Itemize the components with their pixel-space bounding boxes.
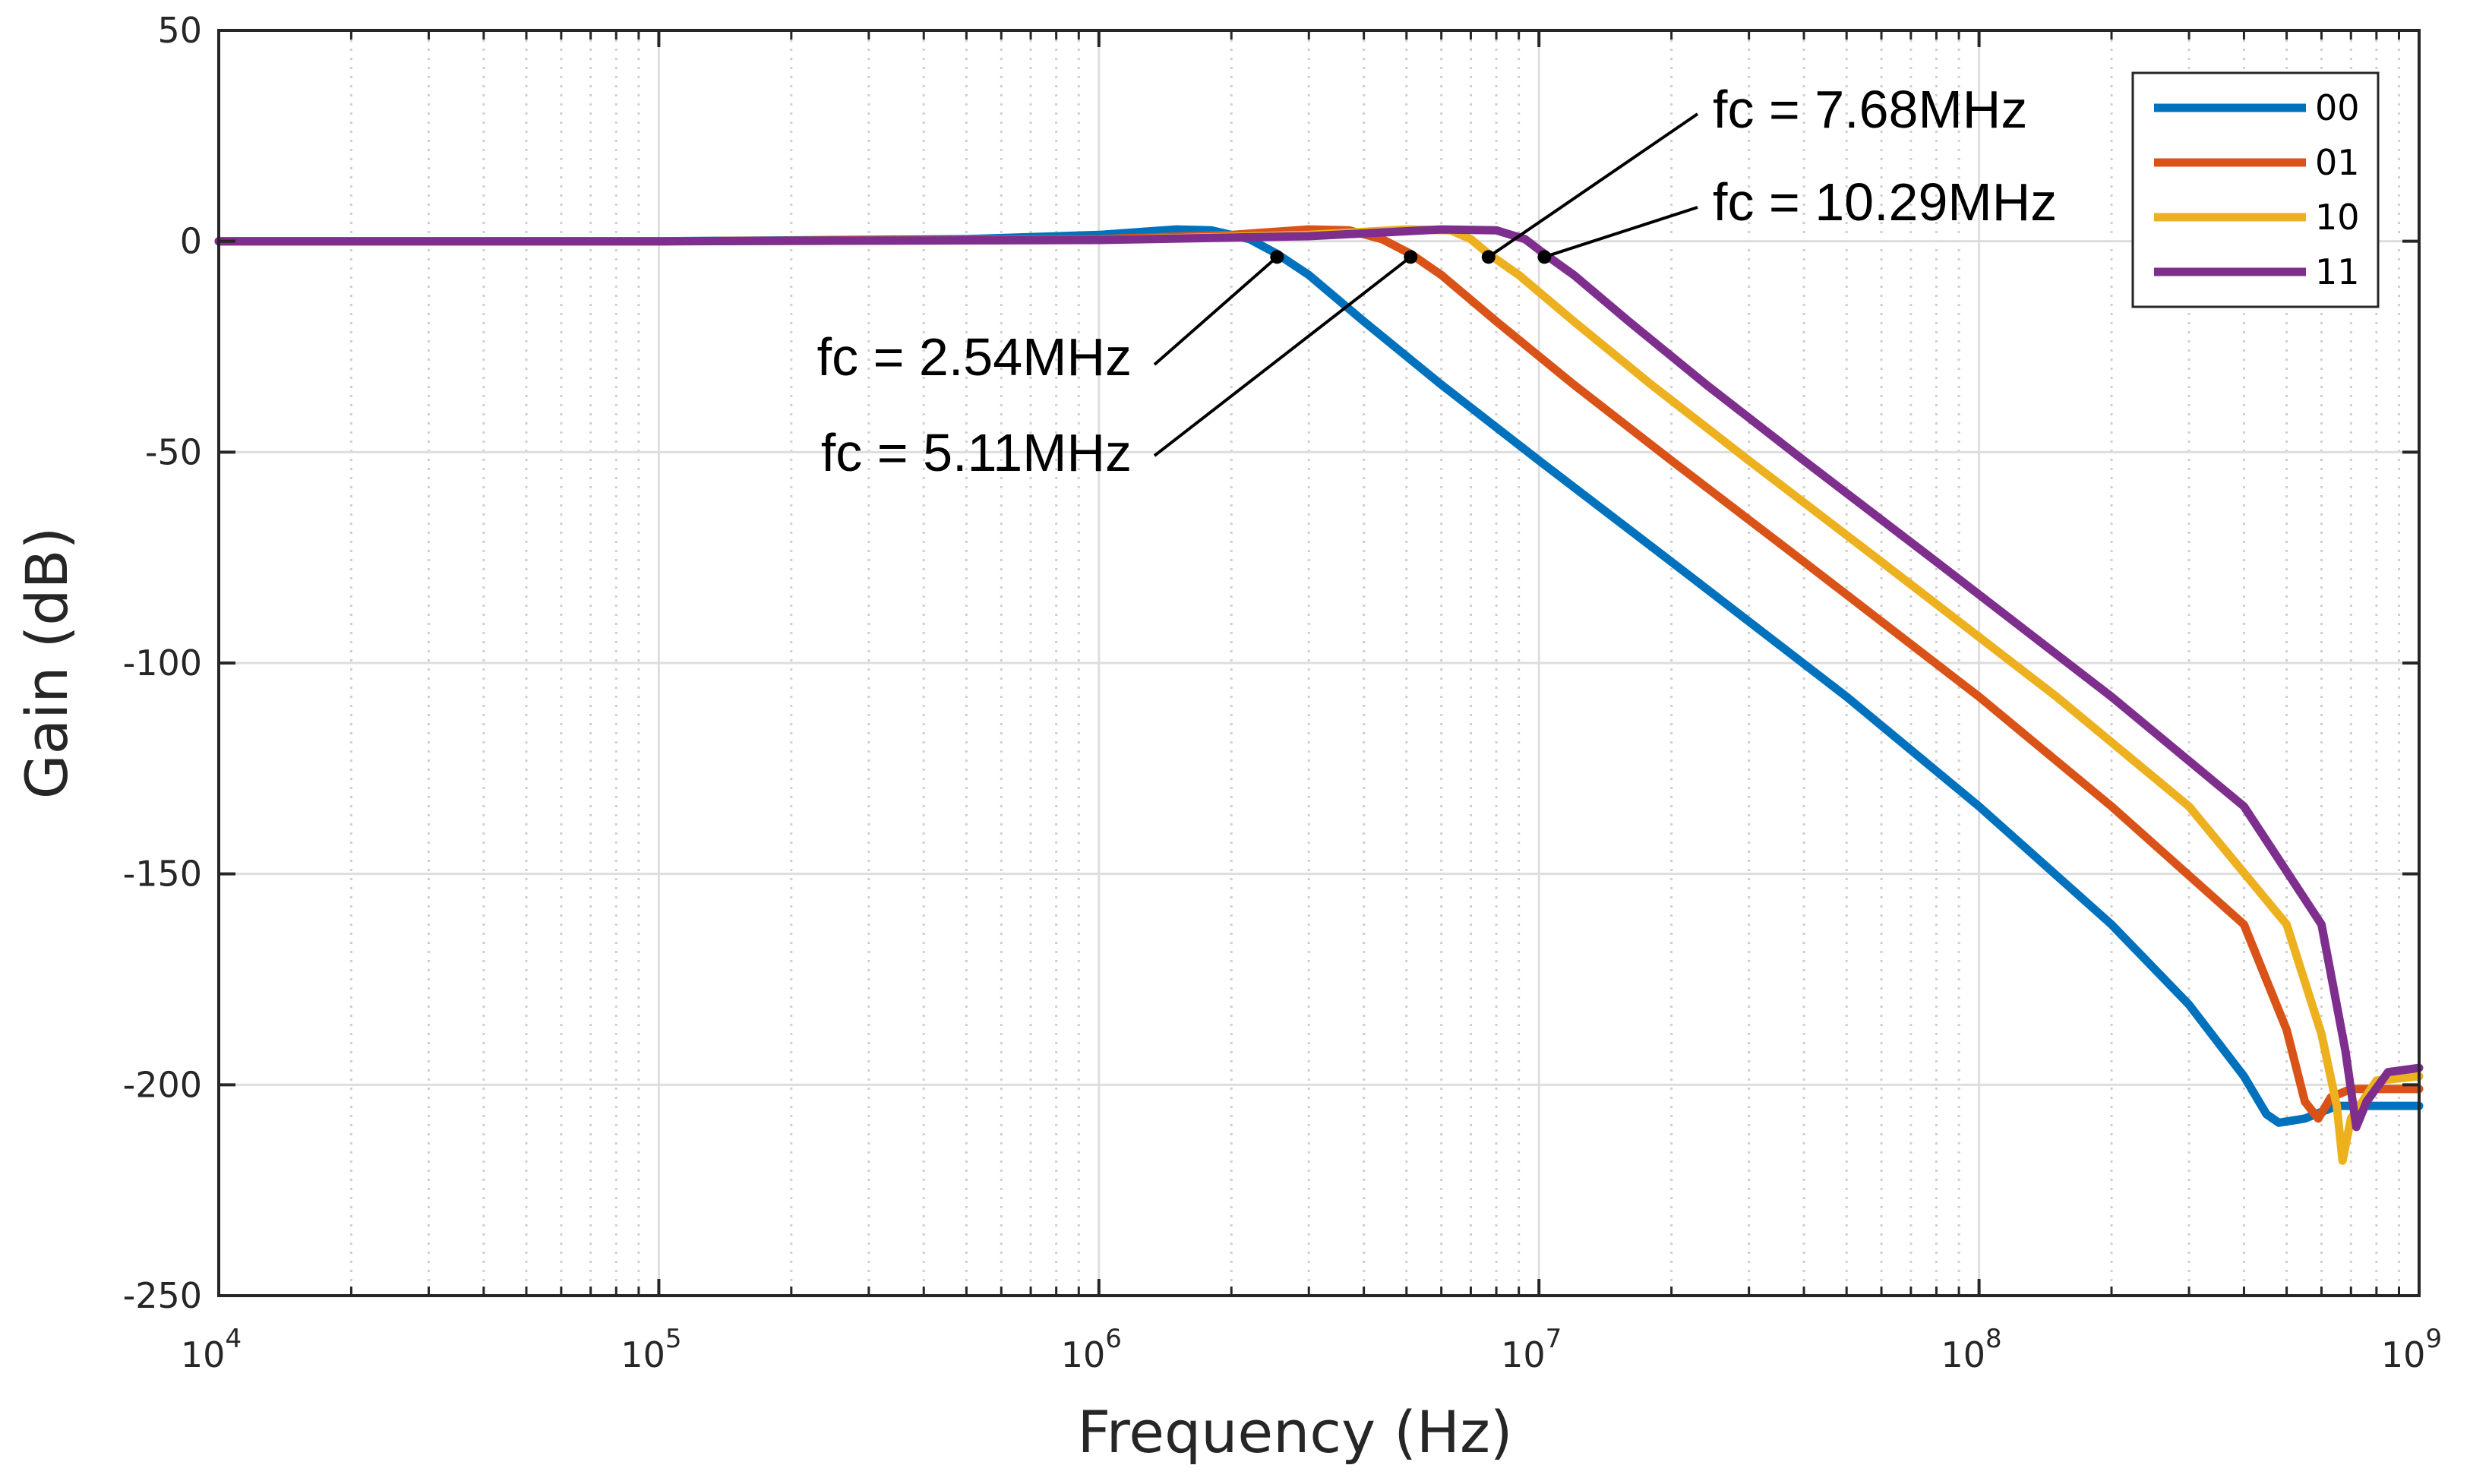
- fc-leader-line-01: [1153, 255, 1412, 457]
- y-tick-label: -200: [123, 1064, 202, 1105]
- x-tick-exponent: 7: [1546, 1324, 1562, 1354]
- legend-label-11: 11: [2315, 251, 2360, 292]
- fc-leader-line-00: [1153, 255, 1278, 366]
- x-axis-title: Frequency (Hz): [1077, 1398, 1512, 1466]
- fc-label-00: fc = 2.54MHz: [817, 327, 1132, 387]
- x-tick-exponent: 9: [2425, 1324, 2442, 1354]
- series-lines: [214, 225, 2424, 1165]
- x-tick-exponent: 6: [1105, 1324, 1122, 1354]
- fc-marker-11: [1537, 250, 1552, 264]
- x-tick-exponent: 5: [665, 1324, 682, 1354]
- fc-marker-10: [1481, 250, 1496, 264]
- fc-marker-00: [1270, 250, 1284, 264]
- x-tick-exponent: 8: [1985, 1324, 2002, 1354]
- series-line-00: [214, 225, 2424, 1127]
- y-tick-label: -100: [123, 643, 202, 684]
- x-tick-exponent: 4: [225, 1324, 242, 1354]
- fc-marker-01: [1404, 250, 1418, 264]
- y-tick-label: -150: [123, 854, 202, 895]
- legend: 00 01 10 11: [2131, 71, 2380, 308]
- y-axis-title: Gain (dB): [13, 527, 81, 800]
- fc-label-11: fc = 10.29MHz: [1713, 172, 2057, 232]
- series-line-11: [214, 225, 2424, 1132]
- y-tick-label: -50: [145, 431, 202, 472]
- legend-label-01: 01: [2315, 142, 2360, 183]
- fc-leader-line-10: [1487, 112, 1699, 258]
- fc-label-10: fc = 7.68MHz: [1713, 80, 2027, 139]
- y-tick-label: -250: [123, 1275, 202, 1316]
- fc-label-01: fc = 5.11MHz: [821, 423, 1132, 482]
- annotations: fc = 2.54MHz fc = 5.11MHz fc = 7.68MHz fc =…: [817, 80, 2058, 482]
- y-tick-label: 50: [157, 10, 202, 51]
- legend-label-00: 00: [2315, 87, 2360, 128]
- legend-label-10: 10: [2315, 197, 2360, 238]
- fc-leader-line-11: [1543, 206, 1698, 259]
- y-tick-label: 0: [180, 221, 202, 262]
